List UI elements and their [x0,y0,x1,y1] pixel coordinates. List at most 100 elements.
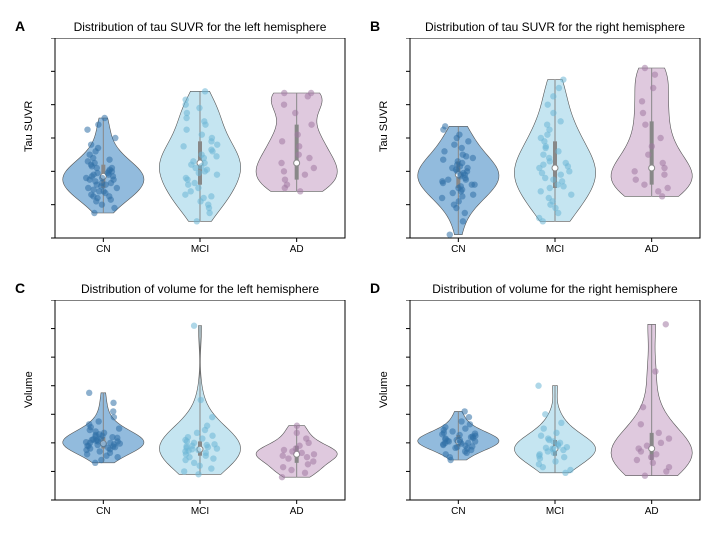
data-point [112,135,118,141]
data-point [294,423,300,429]
data-point [302,470,308,476]
data-point [184,110,190,116]
data-point [663,321,669,327]
data-point [204,423,210,429]
data-point [101,430,107,436]
data-point [279,138,285,144]
data-point [296,443,302,449]
data-point [535,383,541,389]
data-point [540,161,546,167]
data-point [544,121,550,127]
data-point [631,168,637,174]
data-point [99,175,105,181]
data-point [194,218,200,224]
violin-plot-b: 0.81.01.21.41.61.82.0CNMCIAD [405,38,708,278]
data-point [538,135,544,141]
data-point [214,171,220,177]
data-point [650,85,656,91]
data-point [472,430,478,436]
data-point [302,171,308,177]
data-point [201,118,207,124]
data-point [652,368,658,374]
data-point [542,411,548,417]
data-point [645,151,651,157]
data-point [106,156,112,162]
data-point [441,148,447,154]
data-point [180,143,186,149]
data-point [545,101,551,107]
data-point [459,145,465,151]
data-point [114,185,120,191]
data-point [442,424,448,430]
data-point [563,160,569,166]
violin-plot-d: 02000400060008000100001200014000CNMCIAD [405,300,708,540]
data-point [638,421,644,427]
data-point [464,165,470,171]
data-point [204,442,210,448]
data-point [92,428,98,434]
data-point [203,450,209,456]
data-point [210,455,216,461]
data-point [107,440,113,446]
data-point [305,461,311,467]
data-point [311,451,317,457]
data-point [546,195,552,201]
data-point [308,121,314,127]
data-point [111,205,117,211]
data-point [208,465,214,471]
data-point [97,448,103,454]
xtick-label-ad: AD [645,506,659,517]
data-point [281,168,287,174]
data-point [297,188,303,194]
data-point [84,126,90,132]
data-point [87,151,93,157]
data-point [456,432,462,438]
xtick-label-cn: CN [451,244,465,255]
data-point [642,121,648,127]
data-point [558,420,564,426]
data-point [469,181,475,187]
data-point [101,115,107,121]
data-point [666,464,672,470]
data-point [183,175,189,181]
data-point [543,445,549,451]
data-point [458,418,464,424]
data-point [470,191,476,197]
data-point [456,131,462,137]
data-point [110,408,116,414]
data-point [639,98,645,104]
data-point [634,457,640,463]
data-point [536,461,542,467]
data-point [640,110,646,116]
data-point [190,158,196,164]
data-point [191,440,197,446]
data-point [458,183,464,189]
data-point [306,155,312,161]
panel-title-b: Distribution of tau SUVR for the right h… [410,20,700,34]
data-point [656,430,662,436]
data-point [467,421,473,427]
data-point [209,135,215,141]
data-point [198,151,204,157]
data-point [196,463,202,469]
xtick-label-mci: MCI [546,244,564,255]
data-point [303,435,309,441]
data-point [550,176,556,182]
data-point [183,126,189,132]
data-point [285,455,291,461]
data-point [655,188,661,194]
data-point [461,408,467,414]
data-point [442,123,448,129]
data-point [559,178,565,184]
data-point [466,414,472,420]
xtick-label-mci: MCI [546,506,564,517]
data-point [208,146,214,152]
data-point [281,447,287,453]
data-point [550,93,556,99]
data-point [443,451,449,457]
data-point [536,215,542,221]
data-point [195,447,201,453]
data-point [296,143,302,149]
data-point [555,148,561,154]
data-point [659,193,665,199]
